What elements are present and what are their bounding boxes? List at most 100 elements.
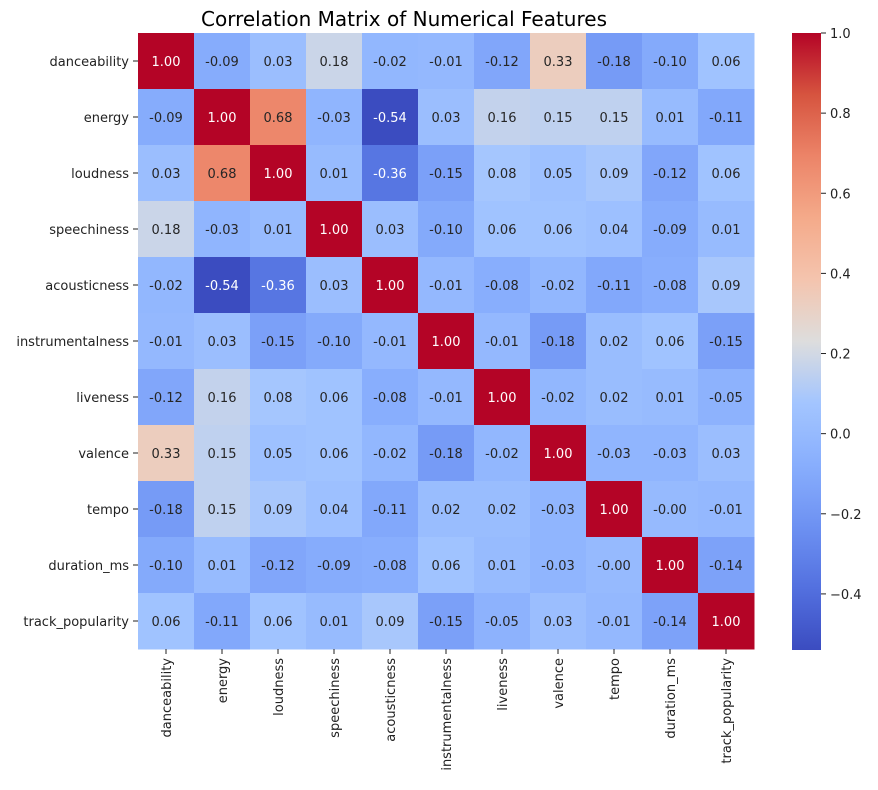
x-tick-label-track_popularity: track_popularity <box>720 658 735 764</box>
heatmap-cell-instrumentalness-speechiness <box>306 313 363 370</box>
y-tick-label-tempo: tempo <box>87 503 129 518</box>
heatmap-cell-liveness-track_popularity <box>698 369 755 426</box>
heatmap-cell-track_popularity-liveness <box>474 593 531 650</box>
heatmap-cell-label: 1.00 <box>656 559 685 574</box>
heatmap-cell-label: -0.08 <box>373 391 407 406</box>
heatmap-cell-energy-loudness <box>250 89 307 146</box>
heatmap-cell-track_popularity-valence <box>530 593 587 650</box>
heatmap-cell-label: -0.12 <box>149 391 183 406</box>
heatmap-cell-label: -0.02 <box>149 279 183 294</box>
heatmap-cell-label: 1.00 <box>488 391 517 406</box>
heatmap-cell-label: -0.12 <box>653 167 687 182</box>
heatmap-cell-duration_ms-valence <box>530 537 587 594</box>
heatmap-cell-label: -0.01 <box>429 279 463 294</box>
heatmap-cell-label: -0.03 <box>541 503 575 518</box>
heatmap-cell-track_popularity-instrumentalness <box>418 593 475 650</box>
heatmap-cell-label: -0.08 <box>485 279 519 294</box>
heatmap-cell-danceability-acousticness <box>362 33 419 90</box>
heatmap-cell-loudness-acousticness <box>362 145 419 202</box>
y-tick-label-liveness: liveness <box>76 391 129 406</box>
heatmap-cell-label: 0.04 <box>600 223 629 238</box>
heatmap-cell-label: 0.03 <box>712 447 741 462</box>
heatmap-cell-label: 0.03 <box>152 167 181 182</box>
heatmap-cell-acousticness-danceability <box>138 257 195 314</box>
heatmap-cell-label: 0.06 <box>712 167 741 182</box>
heatmap-cell-label: -0.01 <box>373 335 407 350</box>
chart-title: Correlation Matrix of Numerical Features <box>201 7 607 31</box>
heatmap-cell-label: 0.06 <box>544 223 573 238</box>
heatmap-cell-valence-speechiness <box>306 425 363 482</box>
heatmap-cell-label: 0.15 <box>208 503 237 518</box>
heatmap-cell-label: 0.01 <box>320 167 349 182</box>
heatmap-cell-label: 0.04 <box>320 503 349 518</box>
heatmap-cell-liveness-tempo <box>586 369 643 426</box>
heatmap-cell-loudness-energy <box>194 145 251 202</box>
heatmap-cell-track_popularity-danceability <box>138 593 195 650</box>
heatmap-cell-label: 0.16 <box>488 111 517 126</box>
heatmap-cell-valence-energy <box>194 425 251 482</box>
heatmap-cell-label: -0.12 <box>261 559 295 574</box>
heatmap-cell-speechiness-duration_ms <box>642 201 699 258</box>
heatmap-cell-label: 0.03 <box>432 111 461 126</box>
heatmap-cell-acousticness-valence <box>530 257 587 314</box>
heatmap-cell-danceability-track_popularity <box>698 33 755 90</box>
heatmap-cell-label: -0.11 <box>709 111 743 126</box>
heatmap-cell-label: -0.05 <box>709 391 743 406</box>
colorbar-tick-label: 0.2 <box>830 348 851 363</box>
heatmap-cell-duration_ms-duration_ms <box>642 537 699 594</box>
heatmap-cell-label: -0.03 <box>653 447 687 462</box>
heatmap-cell-label: -0.01 <box>429 391 463 406</box>
heatmap-cell-label: -0.02 <box>541 279 575 294</box>
heatmap-cell-acousticness-speechiness <box>306 257 363 314</box>
heatmap-cell-loudness-valence <box>530 145 587 202</box>
heatmap-cell-label: -0.09 <box>205 55 239 70</box>
heatmap-cell-track_popularity-loudness <box>250 593 307 650</box>
heatmap-cell-label: -0.03 <box>205 223 239 238</box>
x-axis-tick-labels: danceability energy loudness speechiness aco… <box>160 649 735 771</box>
heatmap-cell-label: -0.10 <box>429 223 463 238</box>
heatmap-cell-valence-danceability <box>138 425 195 482</box>
heatmap-cell-duration_ms-energy <box>194 537 251 594</box>
heatmap-cell-loudness-tempo <box>586 145 643 202</box>
colorbar-tick-label: 0.0 <box>830 428 851 443</box>
heatmap-cell-track_popularity-speechiness <box>306 593 363 650</box>
heatmap-cell-instrumentalness-valence <box>530 313 587 370</box>
heatmap-cell-label: 0.15 <box>544 111 573 126</box>
heatmap-cell-label: 0.06 <box>432 559 461 574</box>
heatmap-cell-label: 0.05 <box>544 167 573 182</box>
heatmap-cell-acousticness-loudness <box>250 257 307 314</box>
heatmap-cell-speechiness-loudness <box>250 201 307 258</box>
y-tick-label-track_popularity: track_popularity <box>23 615 129 630</box>
colorbar-tick-label: 0.8 <box>830 107 851 122</box>
heatmap-cell-acousticness-instrumentalness <box>418 257 475 314</box>
y-tick-label-valence: valence <box>78 447 129 462</box>
heatmap-cell-label: -0.15 <box>261 335 295 350</box>
heatmap-cell-energy-instrumentalness <box>418 89 475 146</box>
heatmap-cell-duration_ms-instrumentalness <box>418 537 475 594</box>
heatmap-cell-label: -0.02 <box>373 55 407 70</box>
heatmap-cell-label: 0.15 <box>600 111 629 126</box>
heatmap-cell-label: -0.18 <box>597 55 631 70</box>
heatmap-cell-valence-tempo <box>586 425 643 482</box>
heatmap-cell-label: 0.03 <box>376 223 405 238</box>
heatmap-cell-label: 0.08 <box>264 391 293 406</box>
heatmap-cell-track_popularity-acousticness <box>362 593 419 650</box>
heatmap-cell-acousticness-duration_ms <box>642 257 699 314</box>
heatmap-cell-danceability-duration_ms <box>642 33 699 90</box>
x-tick-label-danceability: danceability <box>160 658 175 738</box>
heatmap-cell-label: 0.03 <box>320 279 349 294</box>
y-tick-label-duration_ms: duration_ms <box>48 559 129 574</box>
heatmap-cell-valence-acousticness <box>362 425 419 482</box>
heatmap-cell-instrumentalness-loudness <box>250 313 307 370</box>
heatmap-cell-acousticness-acousticness <box>362 257 419 314</box>
heatmap-cell-label: -0.54 <box>205 279 239 294</box>
colorbar: 1.0 0.8 0.6 0.4 0.2 0.0 −0.2 −0.4 <box>792 27 862 650</box>
heatmap-cell-label: 0.02 <box>600 391 629 406</box>
heatmap-cell-label: 0.03 <box>544 615 573 630</box>
x-tick-label-tempo: tempo <box>608 658 623 700</box>
heatmap-cell-label: -0.08 <box>373 559 407 574</box>
heatmap-cell-label: -0.15 <box>709 335 743 350</box>
heatmap-cell-duration_ms-tempo <box>586 537 643 594</box>
heatmap-cell-label: 0.06 <box>320 447 349 462</box>
heatmap-cell-duration_ms-track_popularity <box>698 537 755 594</box>
